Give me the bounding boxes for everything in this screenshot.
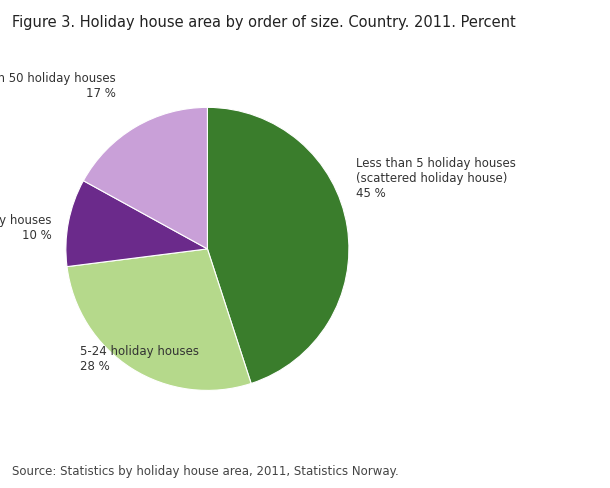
Text: Figure 3. Holiday house area by order of size. Country. 2011. Percent: Figure 3. Holiday house area by order of…	[12, 15, 516, 30]
Wedge shape	[84, 107, 207, 249]
Wedge shape	[66, 181, 207, 266]
Text: Less than 5 holiday houses
(scattered holiday house)
45 %: Less than 5 holiday houses (scattered ho…	[356, 157, 516, 200]
Wedge shape	[207, 107, 349, 384]
Wedge shape	[67, 249, 251, 390]
Text: 5-24 holiday houses
28 %: 5-24 holiday houses 28 %	[80, 345, 199, 373]
Text: More than 50 holiday houses
17 %: More than 50 holiday houses 17 %	[0, 72, 115, 100]
Text: Source: Statistics by holiday house area, 2011, Statistics Norway.: Source: Statistics by holiday house area…	[12, 465, 399, 478]
Text: 25-49 holiday houses
10 %: 25-49 holiday houses 10 %	[0, 214, 52, 242]
